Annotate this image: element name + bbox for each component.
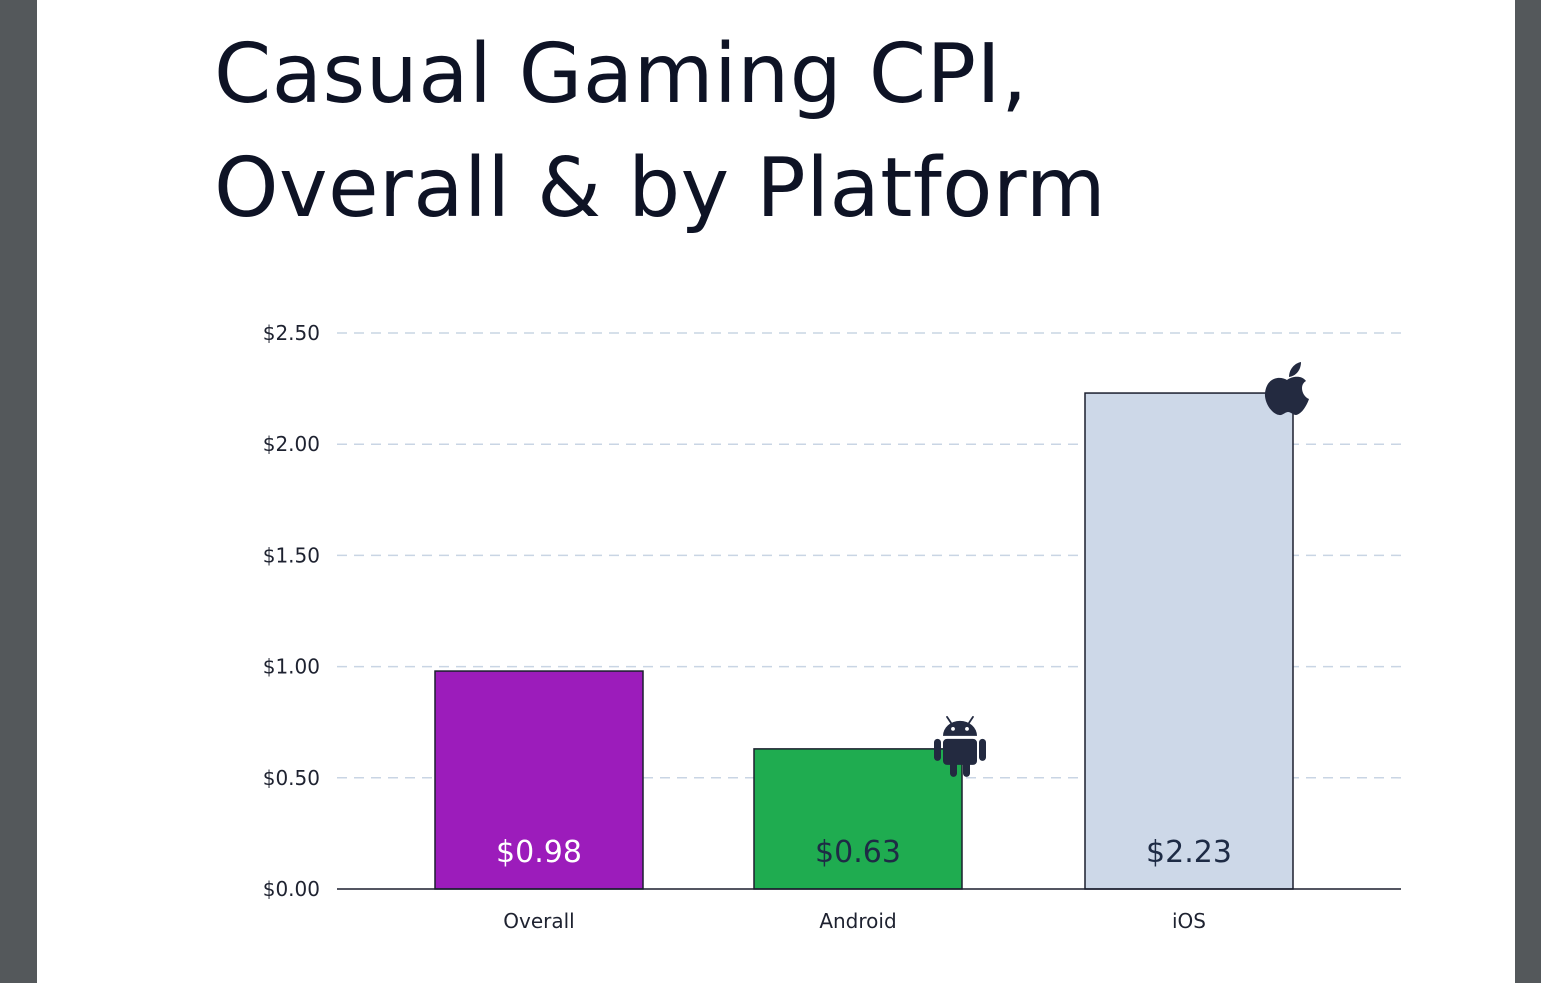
category-label-overall: Overall	[503, 909, 574, 933]
chart-title: Casual Gaming CPI, Overall & by Platform	[214, 18, 1314, 246]
bar-ios	[1084, 392, 1294, 890]
chart-title-line-1: Casual Gaming CPI,	[214, 27, 1028, 122]
y-tick-label: $2.00	[263, 432, 320, 456]
value-label-overall: $0.98	[496, 835, 582, 870]
android-icon	[934, 715, 986, 777]
y-tick-label: $0.00	[263, 877, 320, 901]
category-label-android: Android	[819, 909, 896, 933]
value-label-android: $0.63	[815, 835, 901, 870]
apple-icon	[1264, 362, 1309, 416]
chart-title-line-2: Overall & by Platform	[214, 141, 1107, 236]
bars	[434, 392, 1294, 890]
value-labels: $0.98 $0.63 $2.23	[496, 835, 1232, 870]
y-tick-label: $2.50	[263, 321, 320, 345]
platform-icons	[934, 362, 1309, 777]
y-axis-labels: $0.00 $0.50 $1.00 $1.50 $2.00 $2.50	[263, 321, 320, 901]
y-tick-label: $0.50	[263, 766, 320, 790]
bar-overall	[434, 670, 644, 890]
y-tick-label: $1.00	[263, 655, 320, 679]
bar-android	[753, 748, 963, 890]
value-label-ios: $2.23	[1146, 835, 1232, 870]
category-label-ios: iOS	[1172, 909, 1206, 933]
y-tick-label: $1.50	[263, 543, 320, 567]
viewer-scrollbar-edge	[1515, 0, 1541, 983]
x-axis-labels: Overall Android iOS	[503, 909, 1206, 933]
